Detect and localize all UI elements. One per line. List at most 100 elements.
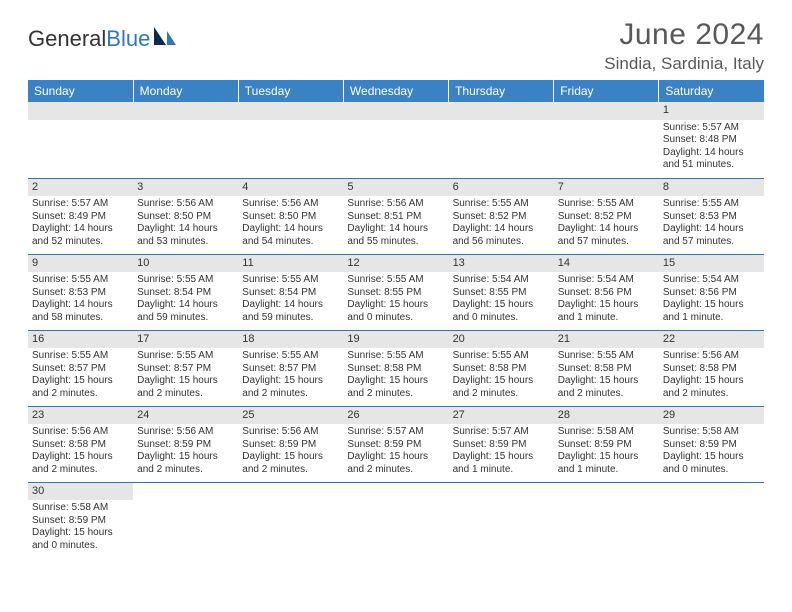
weekday-header: Sunday (28, 80, 133, 102)
calendar-day-cell: 5Sunrise: 5:56 AMSunset: 8:51 PMDaylight… (343, 178, 448, 254)
daylight-text: Daylight: 15 hours and 1 minute. (453, 451, 550, 476)
calendar-empty-cell (449, 102, 554, 178)
day-number: 24 (133, 407, 238, 425)
title-block: June 2024 Sindia, Sardinia, Italy (604, 18, 764, 74)
daylight-text: Daylight: 14 hours and 53 minutes. (137, 223, 234, 248)
calendar-table: SundayMondayTuesdayWednesdayThursdayFrid… (28, 80, 764, 558)
day-number: 29 (659, 407, 764, 425)
day-details: Sunrise: 5:57 AMSunset: 8:48 PMDaylight:… (663, 122, 760, 172)
day-details: Sunrise: 5:55 AMSunset: 8:58 PMDaylight:… (453, 350, 550, 400)
weekday-header: Monday (133, 80, 238, 102)
calendar-day-cell: 18Sunrise: 5:55 AMSunset: 8:57 PMDayligh… (238, 330, 343, 406)
day-details: Sunrise: 5:56 AMSunset: 8:59 PMDaylight:… (137, 426, 234, 476)
calendar-day-cell: 28Sunrise: 5:58 AMSunset: 8:59 PMDayligh… (554, 406, 659, 482)
calendar-day-cell: 6Sunrise: 5:55 AMSunset: 8:52 PMDaylight… (449, 178, 554, 254)
sunset-text: Sunset: 8:56 PM (663, 287, 760, 300)
day-number: 6 (449, 179, 554, 197)
day-number: 19 (343, 331, 448, 349)
day-details: Sunrise: 5:56 AMSunset: 8:51 PMDaylight:… (347, 198, 444, 248)
day-number: 22 (659, 331, 764, 349)
calendar-day-cell: 26Sunrise: 5:57 AMSunset: 8:59 PMDayligh… (343, 406, 448, 482)
day-details: Sunrise: 5:58 AMSunset: 8:59 PMDaylight:… (32, 502, 129, 552)
calendar-day-cell: 23Sunrise: 5:56 AMSunset: 8:58 PMDayligh… (28, 406, 133, 482)
calendar-day-cell: 1Sunrise: 5:57 AMSunset: 8:48 PMDaylight… (659, 102, 764, 178)
sunset-text: Sunset: 8:53 PM (663, 211, 760, 224)
sunrise-text: Sunrise: 5:55 AM (137, 274, 234, 287)
daylight-text: Daylight: 15 hours and 0 minutes. (32, 527, 129, 552)
day-details: Sunrise: 5:55 AMSunset: 8:57 PMDaylight:… (242, 350, 339, 400)
sunrise-text: Sunrise: 5:58 AM (558, 426, 655, 439)
calendar-day-cell: 29Sunrise: 5:58 AMSunset: 8:59 PMDayligh… (659, 406, 764, 482)
sunset-text: Sunset: 8:58 PM (347, 363, 444, 376)
day-number: 12 (343, 255, 448, 273)
sunset-text: Sunset: 8:50 PM (242, 211, 339, 224)
calendar-day-cell: 9Sunrise: 5:55 AMSunset: 8:53 PMDaylight… (28, 254, 133, 330)
sunrise-text: Sunrise: 5:56 AM (242, 426, 339, 439)
sunrise-text: Sunrise: 5:55 AM (453, 350, 550, 363)
day-number: 3 (133, 179, 238, 197)
day-details: Sunrise: 5:55 AMSunset: 8:58 PMDaylight:… (558, 350, 655, 400)
sunrise-text: Sunrise: 5:56 AM (137, 198, 234, 211)
sunset-text: Sunset: 8:59 PM (137, 439, 234, 452)
sunset-text: Sunset: 8:53 PM (32, 287, 129, 300)
sunrise-text: Sunrise: 5:57 AM (453, 426, 550, 439)
weekday-header: Friday (554, 80, 659, 102)
sunset-text: Sunset: 8:59 PM (32, 515, 129, 528)
daylight-text: Daylight: 15 hours and 2 minutes. (453, 375, 550, 400)
sunset-text: Sunset: 8:52 PM (453, 211, 550, 224)
sunset-text: Sunset: 8:59 PM (347, 439, 444, 452)
weekday-header: Saturday (659, 80, 764, 102)
calendar-empty-cell (133, 102, 238, 178)
sunrise-text: Sunrise: 5:55 AM (242, 350, 339, 363)
sunrise-text: Sunrise: 5:55 AM (242, 274, 339, 287)
sunrise-text: Sunrise: 5:54 AM (558, 274, 655, 287)
day-details: Sunrise: 5:56 AMSunset: 8:59 PMDaylight:… (242, 426, 339, 476)
day-details: Sunrise: 5:57 AMSunset: 8:59 PMDaylight:… (347, 426, 444, 476)
calendar-day-cell: 8Sunrise: 5:55 AMSunset: 8:53 PMDaylight… (659, 178, 764, 254)
sunrise-text: Sunrise: 5:58 AM (663, 426, 760, 439)
day-details: Sunrise: 5:57 AMSunset: 8:49 PMDaylight:… (32, 198, 129, 248)
calendar-day-cell: 20Sunrise: 5:55 AMSunset: 8:58 PMDayligh… (449, 330, 554, 406)
sunrise-text: Sunrise: 5:58 AM (32, 502, 129, 515)
day-details: Sunrise: 5:55 AMSunset: 8:57 PMDaylight:… (137, 350, 234, 400)
day-details: Sunrise: 5:55 AMSunset: 8:52 PMDaylight:… (558, 198, 655, 248)
sunset-text: Sunset: 8:54 PM (242, 287, 339, 300)
day-number: 2 (28, 179, 133, 197)
calendar-day-cell: 7Sunrise: 5:55 AMSunset: 8:52 PMDaylight… (554, 178, 659, 254)
calendar-day-cell: 17Sunrise: 5:55 AMSunset: 8:57 PMDayligh… (133, 330, 238, 406)
day-details: Sunrise: 5:55 AMSunset: 8:57 PMDaylight:… (32, 350, 129, 400)
sunset-text: Sunset: 8:55 PM (347, 287, 444, 300)
calendar-week-row: 30Sunrise: 5:58 AMSunset: 8:59 PMDayligh… (28, 482, 764, 558)
sunrise-text: Sunrise: 5:55 AM (137, 350, 234, 363)
calendar-week-row: 23Sunrise: 5:56 AMSunset: 8:58 PMDayligh… (28, 406, 764, 482)
day-number: 27 (449, 407, 554, 425)
day-number: 15 (659, 255, 764, 273)
sunset-text: Sunset: 8:58 PM (558, 363, 655, 376)
day-details: Sunrise: 5:56 AMSunset: 8:58 PMDaylight:… (32, 426, 129, 476)
sunset-text: Sunset: 8:59 PM (242, 439, 339, 452)
day-details: Sunrise: 5:55 AMSunset: 8:54 PMDaylight:… (242, 274, 339, 324)
day-number: 13 (449, 255, 554, 273)
calendar-empty-cell (238, 482, 343, 558)
calendar-day-cell: 24Sunrise: 5:56 AMSunset: 8:59 PMDayligh… (133, 406, 238, 482)
daylight-text: Daylight: 14 hours and 59 minutes. (242, 299, 339, 324)
day-details: Sunrise: 5:55 AMSunset: 8:53 PMDaylight:… (663, 198, 760, 248)
sunrise-text: Sunrise: 5:56 AM (663, 350, 760, 363)
sunrise-text: Sunrise: 5:56 AM (137, 426, 234, 439)
calendar-week-row: 2Sunrise: 5:57 AMSunset: 8:49 PMDaylight… (28, 178, 764, 254)
daylight-text: Daylight: 15 hours and 0 minutes. (663, 451, 760, 476)
calendar-day-cell: 4Sunrise: 5:56 AMSunset: 8:50 PMDaylight… (238, 178, 343, 254)
daylight-text: Daylight: 15 hours and 2 minutes. (242, 451, 339, 476)
calendar-day-cell: 22Sunrise: 5:56 AMSunset: 8:58 PMDayligh… (659, 330, 764, 406)
calendar-empty-cell (238, 102, 343, 178)
daylight-text: Daylight: 14 hours and 52 minutes. (32, 223, 129, 248)
daylight-text: Daylight: 15 hours and 1 minute. (558, 299, 655, 324)
calendar-empty-cell (554, 482, 659, 558)
daylight-text: Daylight: 15 hours and 2 minutes. (347, 451, 444, 476)
day-number: 20 (449, 331, 554, 349)
day-number: 28 (554, 407, 659, 425)
daylight-text: Daylight: 15 hours and 2 minutes. (32, 375, 129, 400)
day-details: Sunrise: 5:57 AMSunset: 8:59 PMDaylight:… (453, 426, 550, 476)
day-number: 17 (133, 331, 238, 349)
page-title: June 2024 (604, 18, 764, 52)
